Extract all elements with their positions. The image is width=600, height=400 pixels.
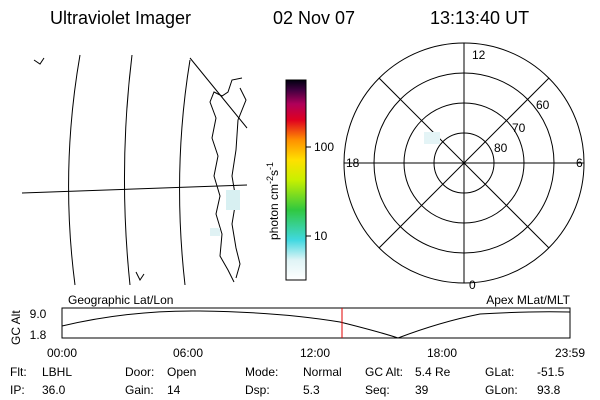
meridian (123, 54, 133, 286)
status-value: 5.4 Re (415, 365, 451, 379)
parallel (21, 184, 248, 194)
aurora-glow (424, 132, 440, 144)
status-label: Mode: (245, 365, 278, 379)
status-value: 5.3 (303, 383, 320, 397)
mlt-label: 0 (469, 278, 476, 292)
unit: photon cm (267, 184, 281, 240)
altitude-curve (61, 310, 571, 339)
y-tick-label: 9.0 (30, 307, 47, 321)
panel-label: Apex MLat/MLT (486, 293, 570, 307)
colorbar-scale (285, 79, 307, 281)
status-label: Door: (125, 365, 154, 379)
meridian (179, 59, 191, 286)
mlt-label: 18 (346, 156, 360, 170)
x-tick-label: 12:00 (300, 346, 330, 360)
colorbar-label: photon cm-2s-1 (265, 162, 281, 240)
status-value: Open (167, 365, 196, 379)
status-label: Gain: (125, 383, 154, 397)
mlat-label: 60 (536, 98, 550, 112)
status-label: Seq: (365, 383, 390, 397)
x-tick-label: 06:00 (173, 346, 203, 360)
aurora-glow (210, 228, 220, 236)
panel-label: Geographic Lat/Lon (68, 293, 173, 307)
status-label: IP: (10, 383, 25, 397)
status-value: 93.8 (537, 383, 561, 397)
y-axis-label: GC Alt (9, 310, 23, 345)
meridian (68, 54, 81, 286)
status-value: -51.5 (537, 365, 565, 379)
exponent: -2 (265, 176, 275, 184)
timeline-frame (61, 307, 571, 339)
status-value: 14 (167, 383, 181, 397)
mlt-label: 6 (576, 156, 583, 170)
polar-plot: 12 18 6 0 60 70 80 (343, 42, 585, 292)
x-tick-label: 00:00 (47, 346, 77, 360)
status-value: Normal (303, 365, 342, 379)
colorbar: 100 10 photon cm-2s-1 (265, 79, 334, 281)
status-footer: Flt: LBHL Door: Open Mode: Normal GC Alt: 5.4 R… (10, 365, 565, 397)
status-label: GLon: (485, 383, 518, 397)
status-value: LBHL (42, 365, 72, 379)
coastline (209, 77, 247, 283)
exponent: -1 (265, 162, 275, 170)
status-label: GC Alt: (365, 365, 403, 379)
y-tick-label: 1.8 (30, 328, 47, 342)
x-tick-label: 18:00 (427, 346, 457, 360)
altitude-timeline: 9.0 1.8 GC Alt 00:00 06:00 12:00 18:00 2… (9, 307, 585, 360)
mlat-label: 80 (494, 141, 508, 155)
parallel (189, 57, 248, 129)
colorbar-tick-label: 10 (314, 229, 328, 243)
status-value: 39 (415, 383, 429, 397)
coastline (33, 57, 45, 65)
status-value: 36.0 (42, 383, 66, 397)
coastline (135, 271, 145, 281)
status-label: Dsp: (245, 383, 270, 397)
status-label: GLat: (485, 365, 514, 379)
status-label: Flt: (10, 365, 27, 379)
x-tick-label: 23:59 (555, 346, 585, 360)
date: 02 Nov 07 (273, 8, 355, 28)
mlt-label: 12 (472, 48, 486, 62)
aurora-glow (226, 190, 240, 210)
unit: s (267, 170, 281, 176)
mlat-label: 70 (512, 121, 526, 135)
title: Ultraviolet Imager (50, 8, 191, 28)
time: 13:13:40 UT (430, 8, 529, 28)
colorbar-tick-label: 100 (314, 140, 334, 154)
polar-spoke (378, 77, 550, 249)
geo-map (21, 54, 248, 286)
